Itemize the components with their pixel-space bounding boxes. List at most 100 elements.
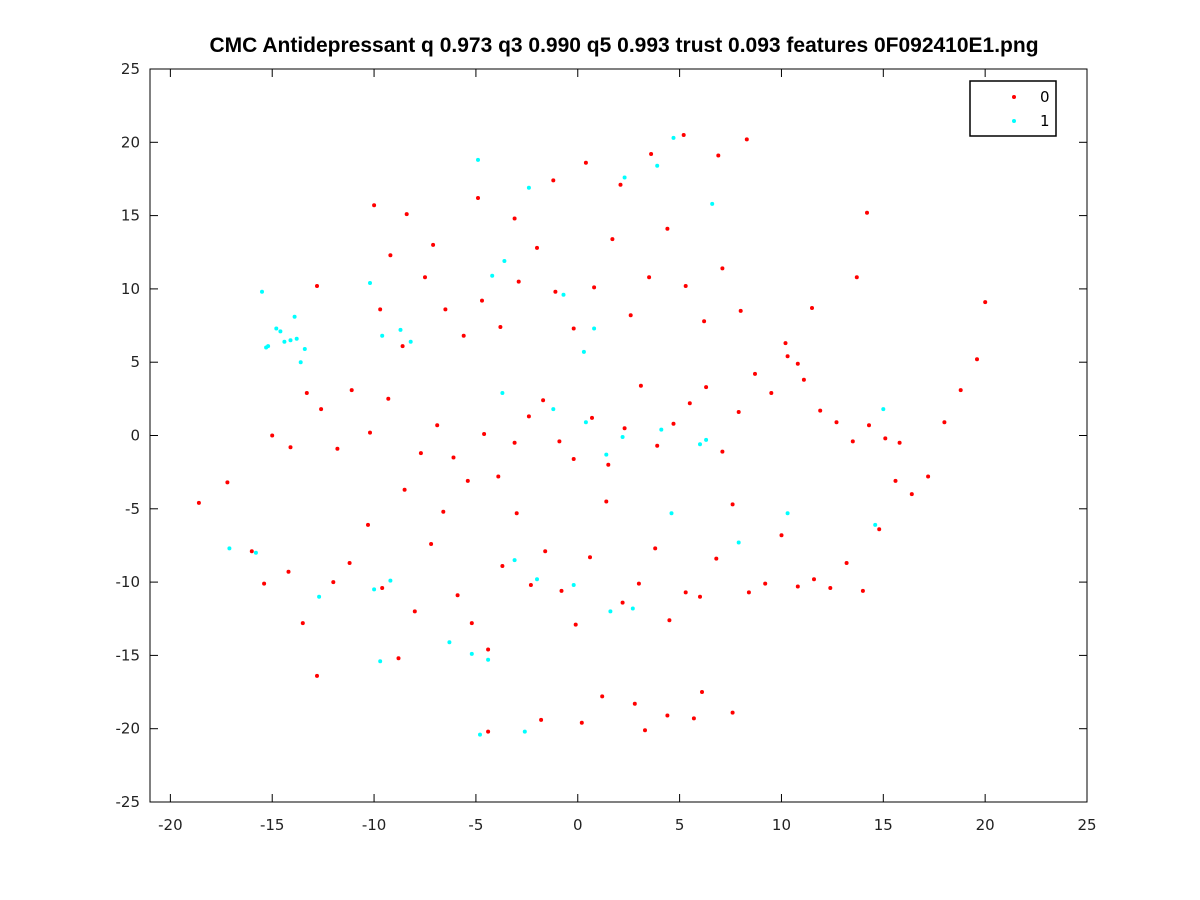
data-point — [441, 509, 446, 514]
data-point — [388, 253, 393, 258]
legend: 01 — [969, 80, 1057, 137]
data-point — [606, 462, 611, 467]
data-point — [683, 590, 688, 595]
data-point — [810, 306, 814, 310]
data-point — [561, 292, 566, 297]
data-point — [873, 522, 878, 527]
data-point — [844, 561, 849, 565]
data-point — [867, 423, 871, 428]
data-point — [897, 440, 902, 445]
data-point — [465, 478, 470, 483]
data-point — [702, 319, 707, 324]
data-point — [812, 577, 816, 582]
data-point — [514, 511, 519, 516]
data-point — [691, 716, 696, 721]
data-point — [535, 577, 539, 582]
data-point — [958, 388, 963, 393]
data-point — [366, 522, 370, 527]
data-point — [292, 314, 297, 319]
data-point — [671, 421, 676, 426]
data-point — [469, 621, 474, 626]
data-point — [298, 360, 303, 365]
data-point — [270, 433, 275, 438]
data-point — [636, 581, 641, 586]
x-tick-label: 25 — [1077, 816, 1096, 834]
data-point — [698, 442, 702, 447]
data-point — [604, 499, 609, 504]
legend-box — [969, 80, 1057, 137]
data-point — [604, 452, 609, 457]
data-point — [264, 345, 269, 350]
y-tick-label: -5 — [125, 500, 140, 518]
data-point — [516, 279, 521, 284]
data-point — [260, 289, 264, 294]
data-point — [372, 203, 377, 208]
data-point — [331, 580, 336, 585]
data-point — [736, 540, 741, 545]
data-point — [526, 185, 531, 190]
data-point — [653, 546, 658, 551]
y-tick-label: 15 — [121, 207, 140, 225]
data-point — [482, 432, 487, 436]
data-point — [608, 609, 613, 614]
data-point — [860, 588, 865, 593]
x-tick-label: 10 — [772, 816, 791, 834]
data-point — [909, 492, 914, 497]
data-point — [476, 196, 480, 200]
data-point — [850, 439, 855, 444]
x-tick-label: -5 — [468, 816, 483, 834]
data-point — [801, 377, 806, 382]
data-point — [528, 583, 533, 587]
data-point — [274, 326, 279, 331]
data-point — [502, 259, 507, 263]
data-point — [400, 344, 405, 349]
legend-marker-1 — [1012, 119, 1016, 123]
data-point — [402, 487, 407, 492]
data-point — [854, 275, 859, 280]
data-point — [620, 600, 625, 605]
data-point — [581, 349, 586, 354]
data-point — [659, 427, 664, 432]
data-point — [249, 549, 254, 554]
data-point — [704, 385, 709, 390]
data-point — [288, 338, 293, 343]
data-point — [429, 542, 434, 546]
data-point — [665, 713, 670, 718]
data-point — [551, 178, 556, 183]
y-tick-label: -20 — [116, 720, 141, 738]
data-point — [720, 449, 725, 454]
data-point — [730, 502, 735, 507]
data-point — [526, 414, 531, 419]
data-point — [398, 327, 403, 332]
data-point — [683, 284, 688, 288]
data-point — [720, 266, 725, 271]
series-0 — [196, 133, 988, 734]
data-point — [302, 347, 307, 351]
axes: -20 -15 -10 -5 0 5 10 15 20 25-25-20-15-10-505101… — [116, 60, 1097, 834]
data-point — [785, 511, 790, 516]
data-point — [681, 133, 686, 137]
data-point — [404, 212, 409, 217]
data-point — [590, 415, 594, 420]
data-point — [461, 333, 466, 338]
data-point — [498, 325, 503, 329]
data-point — [535, 245, 539, 250]
data-point — [300, 621, 305, 626]
data-point — [983, 300, 988, 305]
data-point — [349, 388, 354, 393]
y-tick-label: 10 — [121, 280, 140, 298]
data-point — [478, 732, 482, 737]
data-point — [746, 590, 751, 595]
data-point — [881, 407, 886, 412]
data-point — [736, 410, 741, 414]
data-point — [744, 137, 749, 142]
data-point — [571, 326, 576, 331]
x-tick-label: 0 — [573, 816, 583, 834]
data-point — [412, 609, 417, 614]
legend-label-1: 1 — [1040, 112, 1050, 130]
data-point — [262, 581, 267, 586]
data-point — [588, 555, 592, 560]
data-point — [368, 430, 372, 435]
data-point — [610, 237, 615, 242]
data-point — [278, 329, 283, 334]
